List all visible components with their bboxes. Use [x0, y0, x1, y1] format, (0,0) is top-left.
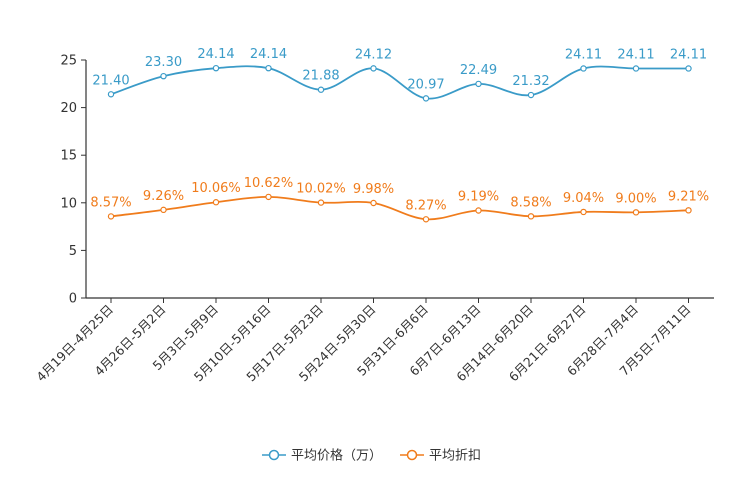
y-tick-label: 20	[60, 101, 77, 116]
data-point	[212, 64, 220, 72]
data-point	[632, 65, 640, 72]
data-label: 10.62%	[244, 176, 294, 191]
data-point	[370, 65, 377, 72]
data-label: 9.00%	[615, 191, 656, 206]
data-point	[422, 95, 430, 102]
y-tick-label: 25	[60, 54, 77, 69]
data-point	[580, 208, 587, 216]
data-point	[475, 207, 482, 214]
data-label: 8.57%	[90, 195, 131, 210]
data-point	[317, 199, 325, 206]
data-label: 10.06%	[191, 181, 241, 196]
data-point	[685, 207, 692, 214]
data-label: 22.49	[460, 63, 497, 78]
data-label: 24.14	[250, 47, 287, 62]
y-tick-label: 15	[60, 149, 77, 164]
data-label: 10.02%	[296, 182, 346, 197]
data-label: 8.27%	[405, 198, 446, 213]
data-label: 24.11	[617, 47, 654, 62]
data-label: 20.97	[407, 77, 444, 92]
y-tick-label: 5	[69, 244, 77, 259]
data-label: 23.30	[145, 55, 182, 70]
data-point	[422, 216, 430, 223]
data-point	[527, 213, 535, 220]
data-point	[107, 91, 115, 98]
data-point	[265, 193, 272, 201]
data-label: 21.32	[512, 74, 549, 89]
data-label: 21.40	[92, 73, 129, 88]
data-label: 24.11	[670, 47, 707, 62]
series-line-2	[110, 195, 689, 221]
data-point	[475, 80, 482, 88]
legend-marker-1	[268, 449, 280, 461]
data-label: 24.14	[197, 47, 234, 62]
data-point	[107, 213, 115, 220]
data-label: 9.21%	[668, 189, 709, 204]
data-point	[317, 86, 325, 93]
data-label: 21.88	[302, 69, 339, 84]
legend-label-1: 平均价格（万）	[291, 448, 382, 464]
data-label: 24.12	[355, 47, 392, 62]
data-point	[370, 199, 377, 207]
data-point	[527, 91, 535, 99]
data-label: 9.98%	[353, 182, 394, 197]
data-label: 9.19%	[458, 190, 499, 205]
data-label: 8.58%	[510, 195, 551, 210]
legend-marker-2	[406, 449, 418, 461]
data-point	[580, 65, 587, 72]
data-label: 9.04%	[563, 191, 604, 206]
data-point	[632, 209, 640, 216]
data-point	[265, 64, 272, 72]
data-point	[160, 206, 167, 214]
legend-label-2: 平均折扣	[429, 449, 481, 464]
y-tick-label: 10	[60, 196, 77, 211]
y-tick-label: 0	[69, 292, 77, 307]
series-line-1	[110, 65, 689, 100]
data-point	[160, 72, 167, 80]
data-label: 9.26%	[143, 189, 184, 204]
data-point	[212, 199, 220, 206]
data-label: 24.11	[565, 47, 602, 62]
data-point	[685, 65, 692, 72]
